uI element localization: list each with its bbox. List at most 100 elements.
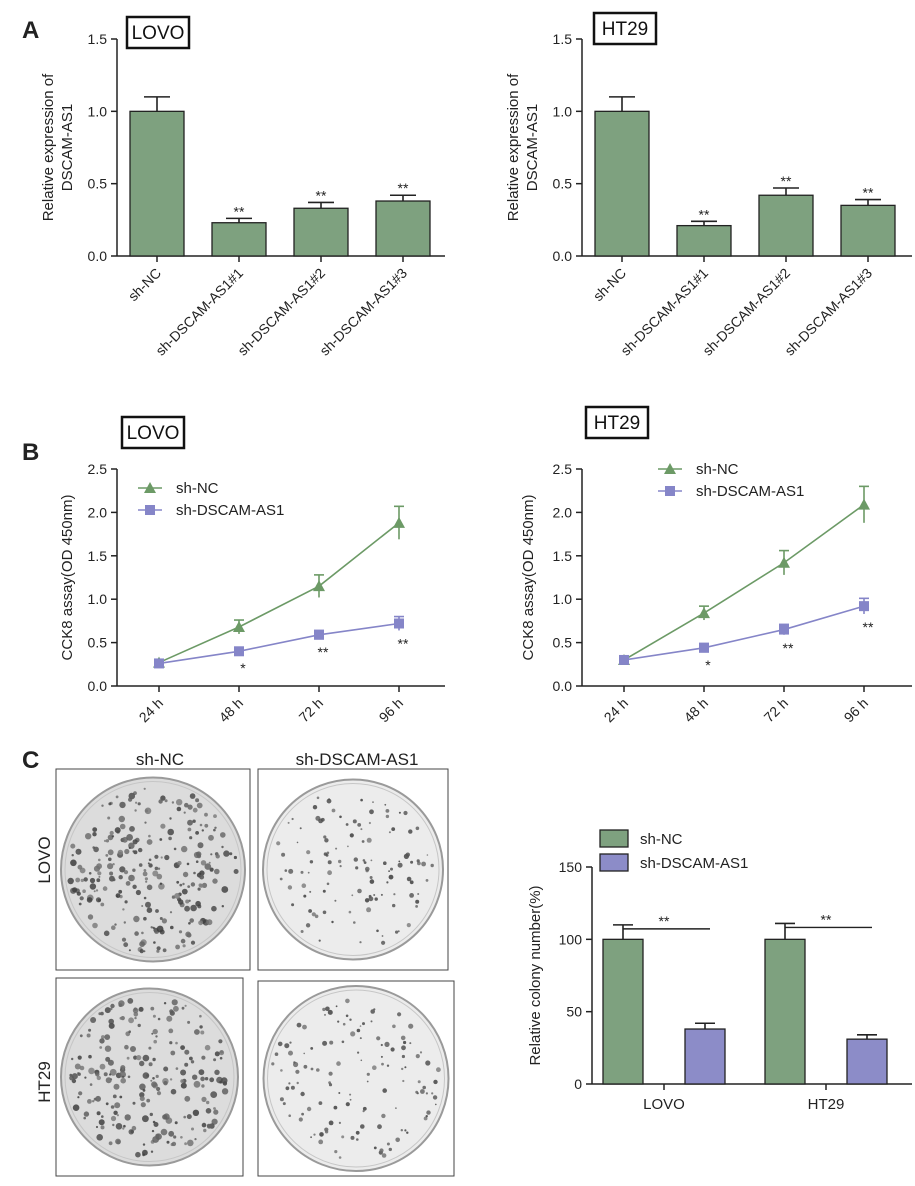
colony-dot [368,821,371,825]
colony-dot [109,1073,112,1076]
colony-dot [113,1083,120,1090]
b_ht29-ytick-label: 2.0 [553,504,573,520]
colony-dot [306,1106,312,1112]
a_ht29-title: HT29 [602,19,648,40]
colony-dot [276,841,281,846]
b_lovo-point-1 [154,658,164,669]
colony-dot [345,823,349,826]
colony-dot [99,1038,105,1044]
colony-dot [105,1056,111,1062]
colony-dot [118,1000,125,1007]
colony-dot [130,1046,136,1052]
colony-dot [404,1129,407,1132]
colony-dot [316,796,320,800]
colony-dot [288,868,294,874]
b_lovo-legend-marker [144,482,156,493]
colony-dot [423,1116,428,1121]
colony-dot [325,853,329,857]
colony-dot [432,1095,438,1100]
colony-dot [143,950,146,953]
colony-dot [177,860,182,866]
colony-dot [92,922,98,929]
colony-dot [107,849,114,856]
colony-dot [155,1074,159,1078]
b_lovo-title: LOVO [127,423,180,444]
b_lovo-ytick-label: 1.0 [88,591,108,607]
colony-dot [352,819,357,824]
colony-dot [122,1127,125,1130]
colony-dot [199,870,205,876]
colony-dot [134,931,139,936]
colony-dot [308,909,312,913]
a_lovo-title-box [125,15,191,50]
colony-dot [84,1076,87,1079]
colony-dot [401,1054,405,1059]
colony-dot [362,859,366,862]
b_lovo-point-1 [234,646,244,657]
colony-dot [300,930,304,933]
colony-dot [173,847,177,851]
colony-dot [101,804,104,807]
b_ht29-ytick-label: 2.5 [553,461,573,477]
colony-dot [83,1111,90,1117]
b_ht29-title: HT29 [594,413,640,434]
colony-plate-rim [64,781,242,958]
colony-dot [142,1149,148,1156]
colony-dot [142,1115,149,1123]
colony-dot [325,1006,330,1012]
colony-dot [132,1101,136,1105]
colony-dot [110,1105,115,1109]
colony-dot [409,880,414,885]
c_colony-bar-1 [846,1038,888,1085]
colony-dot [88,1067,95,1075]
colony-dot [324,1013,326,1016]
colony-dot [160,1128,168,1136]
colony-dot [195,900,201,907]
colony-dot [166,1015,173,1022]
colony-dot [169,1009,174,1014]
colony-dot [295,1069,300,1074]
colony-plate-rim [64,992,235,1162]
colony-dot [175,1067,179,1070]
a_lovo-bar [211,222,267,257]
colony-dot [76,891,81,896]
colony-dot [287,821,290,824]
colony-dot [134,809,137,812]
colony-dot [139,1083,146,1091]
colony-dot [376,1036,381,1041]
colony-dot [72,1104,80,1111]
colony-dot [95,1095,101,1102]
colony-dot [338,1121,341,1124]
colony-dot [184,1004,187,1007]
colony-dot [176,806,182,812]
colony-dot [336,1061,341,1066]
colony-dot [303,894,307,898]
colony-dot [168,1130,175,1137]
colony-dot [159,838,163,841]
b_lovo-point-0 [313,580,325,592]
colony-dot [195,860,199,863]
colony-dot [153,1122,159,1127]
b_ht29-series-line-1 [623,605,865,661]
colony-dot [199,823,203,827]
colony-dot [96,863,102,870]
colony-dot [288,1114,292,1117]
colony-dot [205,1108,212,1114]
colony-dot [334,899,337,902]
colony-dot [408,829,413,834]
colony-dot [98,1119,105,1126]
colony-dot [83,1116,86,1120]
colony-dot [356,1138,359,1141]
colony-dot [201,1096,207,1102]
colony-dot [433,1079,438,1085]
colony-dot [115,1123,123,1130]
colony-dot [192,1109,200,1117]
colony-dot [395,1137,401,1143]
colony-dot [103,839,107,843]
colony-dot [369,876,373,879]
colony-dot [189,1056,193,1061]
colony-dot [167,828,174,836]
a_ht29-bar [840,204,896,257]
colony-dot [309,890,312,893]
colony-dot [148,1046,152,1050]
